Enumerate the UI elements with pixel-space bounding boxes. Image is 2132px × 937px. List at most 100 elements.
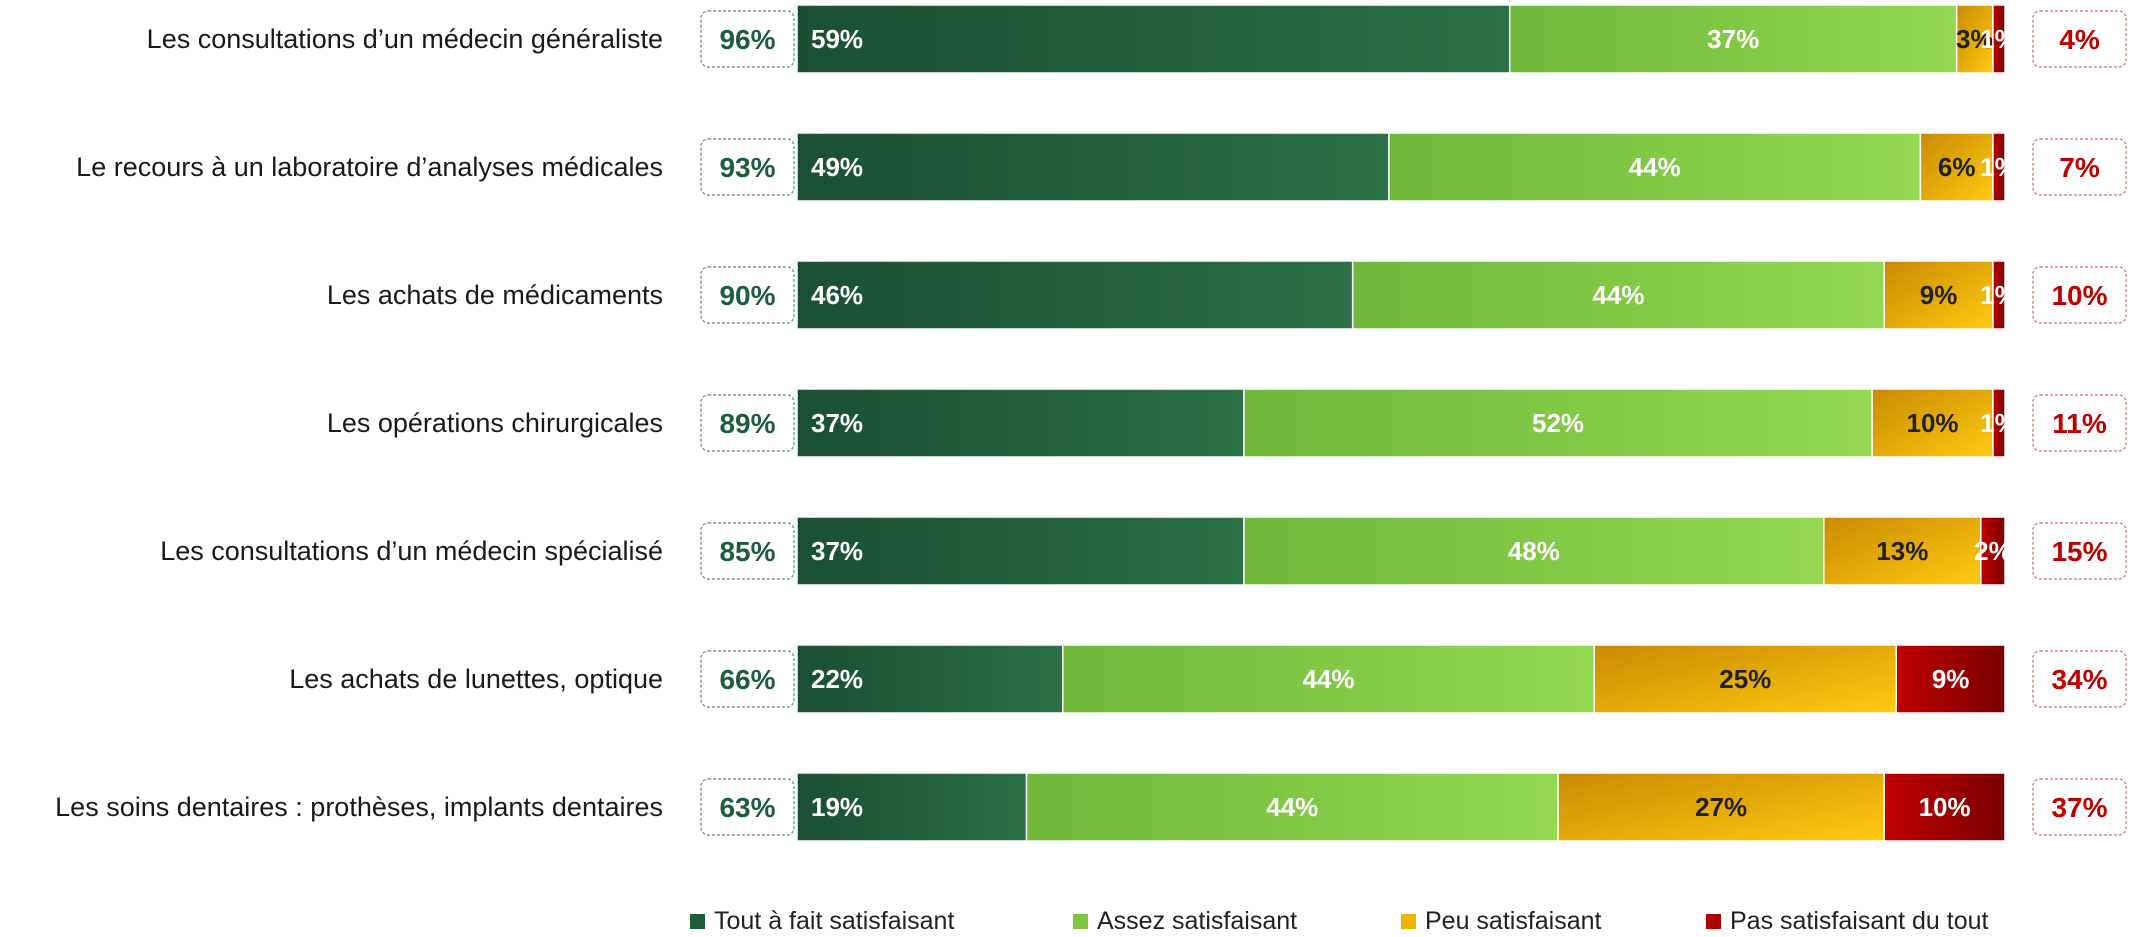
bar-peu	[1919, 132, 1994, 202]
legend-swatch-light-green	[1073, 914, 1088, 929]
category-label: Les consultations d’un médecin généralis…	[147, 24, 663, 54]
unsatisfied-total-box	[2032, 266, 2127, 324]
category-label: Les consultations d’un médecin spécialis…	[160, 536, 663, 566]
data-label: 2%	[1974, 536, 2012, 566]
bar-tout-a-fait	[796, 4, 1511, 74]
bar-pas-du-tout	[1992, 260, 2006, 330]
data-label: 25%	[1719, 664, 1771, 694]
category-label: Les achats de lunettes, optique	[289, 664, 663, 694]
satisfied-total-label: 63%	[719, 792, 775, 823]
legend-item-tout-a-fait: Tout à fait satisfaisant	[690, 907, 954, 936]
bar-assez	[1243, 516, 1825, 586]
satisfied-total-label: 93%	[719, 152, 775, 183]
legend-swatch-yellow	[1401, 914, 1416, 929]
data-label: 1%	[1980, 280, 2018, 310]
bar-tout-a-fait	[796, 260, 1354, 330]
bar-pas-du-tout	[1992, 388, 2006, 458]
data-label: 3%	[1956, 24, 1994, 54]
unsatisfied-total-box	[2032, 138, 2127, 196]
bar-pas-du-tout	[1883, 772, 2006, 842]
unsatisfied-total-label: 15%	[2051, 536, 2107, 567]
satisfied-total-label: 90%	[719, 280, 775, 311]
legend-swatch-red	[1706, 914, 1721, 929]
data-label: 9%	[1920, 280, 1958, 310]
category-label: Les opérations chirurgicales	[327, 408, 663, 438]
data-label: 1%	[1980, 152, 2018, 182]
unsatisfied-total-label: 7%	[2059, 152, 2100, 183]
unsatisfied-total-box	[2032, 394, 2127, 452]
satisfied-total-box	[700, 650, 795, 708]
satisfied-total-box	[700, 522, 795, 580]
legend-label: Pas satisfaisant du tout	[1730, 907, 1989, 935]
legend-item-peu: Peu satisfaisant	[1401, 907, 1602, 936]
bar-tout-a-fait	[796, 516, 1245, 586]
bar-pas-du-tout	[1992, 4, 2006, 74]
unsatisfied-total-box	[2032, 778, 2127, 836]
unsatisfied-total-box	[2032, 650, 2127, 708]
unsatisfied-total-label: 4%	[2059, 24, 2100, 55]
satisfied-total-label: 89%	[719, 408, 775, 439]
legend: Tout à fait satisfaisant Assez satisfais…	[0, 907, 2132, 937]
category-label: Les achats de médicaments	[327, 280, 663, 310]
bar-assez	[1062, 644, 1596, 714]
data-label: 37%	[1707, 24, 1759, 54]
bar-pas-du-tout	[1895, 644, 2006, 714]
unsatisfied-total-box	[2032, 10, 2127, 68]
data-label: 22%	[811, 664, 863, 694]
satisfied-total-label: 96%	[719, 24, 775, 55]
bar-peu	[1823, 516, 1982, 586]
bar-assez	[1243, 388, 1873, 458]
satisfied-total-label: 66%	[719, 664, 775, 695]
unsatisfied-total-label: 34%	[2051, 664, 2107, 695]
data-label: 1%	[1980, 24, 2018, 54]
unsatisfied-total-label: 10%	[2051, 280, 2107, 311]
data-label: 13%	[1876, 536, 1928, 566]
satisfied-total-box	[700, 266, 795, 324]
data-label: 27%	[1695, 792, 1747, 822]
bar-tout-a-fait	[796, 388, 1245, 458]
legend-label: Peu satisfaisant	[1425, 907, 1602, 935]
satisfied-total-box	[700, 394, 795, 452]
unsatisfied-total-box	[2032, 522, 2127, 580]
data-label: 44%	[1592, 280, 1644, 310]
satisfied-total-box	[700, 10, 795, 68]
data-label: 49%	[811, 152, 863, 182]
bar-assez	[1351, 260, 1885, 330]
bar-assez	[1508, 4, 1958, 74]
data-label: 6%	[1938, 152, 1976, 182]
data-label: 37%	[811, 408, 863, 438]
data-label: 44%	[1266, 792, 1318, 822]
bar-pas-du-tout	[1992, 132, 2006, 202]
data-label: 44%	[1629, 152, 1681, 182]
data-label: 59%	[811, 24, 863, 54]
bar-tout-a-fait	[796, 132, 1390, 202]
bar-assez	[1025, 772, 1559, 842]
data-label: 10%	[1919, 792, 1971, 822]
legend-item-assez: Assez satisfaisant	[1073, 907, 1297, 936]
satisfied-total-box	[700, 138, 795, 196]
data-label: 48%	[1508, 536, 1560, 566]
category-label: Les soins dentaires : prothèses, implant…	[55, 792, 663, 822]
data-label: 9%	[1932, 664, 1970, 694]
bar-peu	[1871, 388, 1994, 458]
bar-tout-a-fait	[796, 772, 1028, 842]
unsatisfied-total-label: 11%	[2052, 408, 2107, 439]
data-label: 10%	[1906, 408, 1958, 438]
category-label: Le recours à un laboratoire d’analyses m…	[76, 152, 663, 182]
data-label: 19%	[811, 792, 863, 822]
satisfied-total-label: 85%	[719, 536, 775, 567]
legend-label: Tout à fait satisfaisant	[714, 907, 955, 935]
unsatisfied-total-label: 37%	[2051, 792, 2107, 823]
data-label: 1%	[1980, 408, 2018, 438]
data-label: 44%	[1302, 664, 1354, 694]
satisfied-total-box	[700, 778, 795, 836]
legend-swatch-dark-green	[690, 914, 705, 929]
data-label: 37%	[811, 536, 863, 566]
legend-item-pas-du-tout: Pas satisfaisant du tout	[1706, 907, 1988, 936]
data-label: 46%	[811, 280, 863, 310]
stacked-bar-chart: Les consultations d’un médecin généralis…	[55, 4, 2127, 842]
data-label: 52%	[1532, 408, 1584, 438]
bar-pas-du-tout	[1980, 516, 2006, 586]
bar-assez	[1388, 132, 1922, 202]
